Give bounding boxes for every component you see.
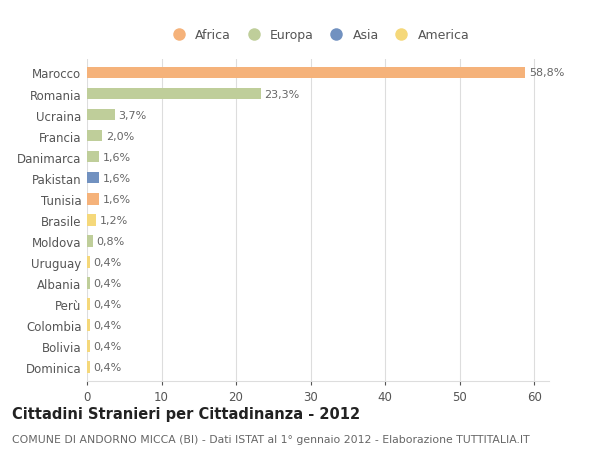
Text: 0,4%: 0,4% [94, 341, 122, 351]
Text: 1,2%: 1,2% [100, 215, 128, 225]
Text: 0,4%: 0,4% [94, 320, 122, 330]
Bar [87, 278, 90, 289]
Bar [87, 110, 115, 121]
Legend: Africa, Europa, Asia, America: Africa, Europa, Asia, America [161, 24, 475, 47]
Bar [87, 173, 99, 184]
Bar [87, 151, 99, 163]
Text: 0,4%: 0,4% [94, 257, 122, 267]
Bar [87, 130, 102, 142]
Text: 2,0%: 2,0% [106, 131, 134, 141]
Text: 0,4%: 0,4% [94, 278, 122, 288]
Text: 1,6%: 1,6% [103, 152, 131, 162]
Text: COMUNE DI ANDORNO MICCA (BI) - Dati ISTAT al 1° gennaio 2012 - Elaborazione TUTT: COMUNE DI ANDORNO MICCA (BI) - Dati ISTA… [12, 434, 530, 444]
Bar [87, 298, 90, 310]
Bar [87, 341, 90, 352]
Bar [87, 362, 90, 373]
Text: 0,8%: 0,8% [97, 236, 125, 246]
Bar [87, 214, 96, 226]
Text: 58,8%: 58,8% [529, 68, 564, 78]
Bar [87, 89, 260, 100]
Text: 23,3%: 23,3% [265, 90, 299, 99]
Text: 3,7%: 3,7% [118, 110, 146, 120]
Text: 0,4%: 0,4% [94, 299, 122, 309]
Bar [87, 319, 90, 331]
Bar [87, 194, 99, 205]
Bar [87, 235, 93, 247]
Text: 0,4%: 0,4% [94, 362, 122, 372]
Text: Cittadini Stranieri per Cittadinanza - 2012: Cittadini Stranieri per Cittadinanza - 2… [12, 406, 360, 421]
Text: 1,6%: 1,6% [103, 194, 131, 204]
Text: 1,6%: 1,6% [103, 174, 131, 183]
Bar [87, 257, 90, 268]
Bar [87, 67, 525, 79]
